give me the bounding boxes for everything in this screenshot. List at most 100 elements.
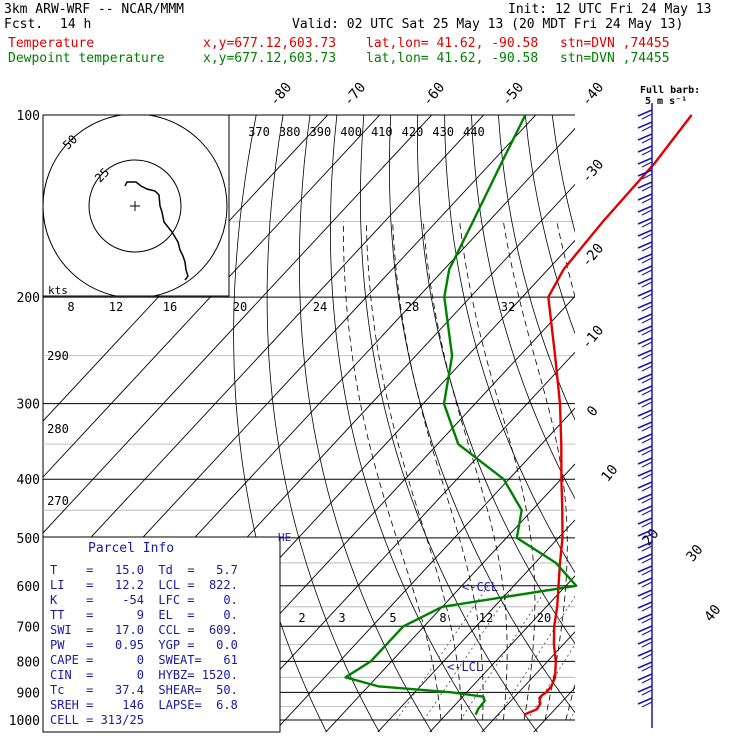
dry-adiabat-270	[298, 115, 433, 732]
isotherm-label--30: -30	[579, 157, 608, 187]
isotherm-label--70: -70	[341, 80, 370, 110]
isotherm--110	[43, 115, 433, 534]
theta-e-label-390: 390	[310, 125, 332, 139]
theta-label-270: 270	[47, 494, 69, 508]
wind-barb	[637, 277, 653, 285]
wind-barb-half	[641, 221, 653, 228]
pressure-label-200: 200	[17, 291, 40, 306]
wind-barb	[637, 445, 653, 453]
moist-adiabat-8	[392, 221, 484, 721]
dewpoint-station: stn=DVN ,74455	[560, 51, 670, 66]
parcel-info-row: CIN = 0 HYBZ= 1520.	[50, 668, 238, 682]
wind-barb	[637, 109, 653, 117]
parcel-info-row: CAPE = 0 SWEAT= 61	[50, 653, 238, 667]
wind-barb	[637, 397, 653, 405]
mixing-ratio-5	[460, 585, 549, 721]
dry-adiabat-410	[687, 115, 740, 733]
moist-adiabat-24	[556, 221, 575, 721]
hodograph-rings	[43, 115, 228, 296]
wind-barb	[637, 217, 653, 225]
isotherm-0	[429, 575, 575, 732]
dry-adiabat-260	[266, 115, 380, 732]
wind-barb	[637, 169, 653, 177]
temperature-profile	[523, 114, 693, 716]
wind-barb-half	[641, 581, 653, 588]
theta-e-label-440: 440	[463, 125, 485, 139]
mixing-ratio-low-label-12: 12	[479, 611, 493, 625]
wind-barb-half	[641, 497, 653, 504]
wind-barb	[637, 625, 653, 633]
isotherm--10	[377, 519, 575, 732]
wind-barb-half	[641, 617, 653, 624]
wind-barb-half	[641, 137, 653, 144]
wind-barb-half	[641, 353, 653, 360]
parcel-info-row: Tc = 37.4 SHEAR= 50.	[50, 683, 238, 697]
isotherm-label--10: -10	[579, 323, 608, 353]
moist-adiabat-4	[365, 221, 463, 720]
mixing-ratio-low-label-3: 3	[338, 611, 345, 625]
wind-units-label: Full barb:	[640, 85, 700, 96]
wind-barb-half	[641, 629, 653, 636]
wind-barb	[637, 637, 653, 645]
wind-barb-half	[641, 161, 653, 168]
mixing-ratio-top-label-28: 28	[405, 300, 419, 314]
temperature-field-label: Temperature	[8, 36, 95, 51]
wind-barb-half	[641, 173, 653, 180]
dry-adiabat-340	[498, 115, 575, 421]
mixing-ratio-top-label-20: 20	[233, 300, 247, 314]
isotherm--40	[221, 351, 575, 732]
pressure-label-300: 300	[17, 398, 40, 413]
parcel-info-row: PW = 0.95 YGP = 0.0	[50, 638, 238, 652]
wind-barb	[637, 145, 653, 153]
wind-barb	[637, 493, 653, 501]
mixing-ratio-top-label-24: 24	[313, 300, 327, 314]
isotherm-label--40: -40	[579, 80, 608, 110]
wind-barb-half	[641, 569, 653, 576]
dry-adiabat-370	[579, 115, 740, 733]
wind-barb	[637, 301, 653, 309]
mixing-ratio-3	[423, 585, 515, 721]
parcel-info-box	[42, 536, 281, 733]
wind-barb	[637, 193, 653, 201]
wind-barb-half	[641, 269, 653, 276]
wind-barb-half	[641, 389, 653, 396]
wind-barb-half	[641, 593, 653, 600]
model-title: 3km ARW-WRF -- NCAR/MMM	[4, 2, 185, 17]
dewpoint-latlon: lat,lon= 41.62, -90.58	[366, 51, 539, 66]
mixing-ratio-top-label-8: 8	[67, 300, 74, 314]
isotherm-10	[481, 631, 575, 732]
theta-e-label-400: 400	[340, 125, 362, 139]
wind-barb-half	[641, 605, 653, 612]
wind-barb	[637, 349, 653, 357]
moist-adiabat-12	[422, 221, 508, 721]
isotherm-label-0: 0	[584, 403, 602, 420]
theta-label-280: 280	[47, 422, 69, 436]
wind-barb-half	[641, 689, 653, 696]
wind-barb	[637, 133, 653, 141]
wind-barb-half	[641, 413, 653, 420]
hodograph-units: kts	[48, 284, 68, 297]
hodograph-ring-50	[43, 115, 228, 296]
valid-time: Valid: 02 UTC Sat 25 May 13 (20 MDT Fri …	[292, 17, 684, 32]
wind-barb-half	[641, 281, 653, 288]
isotherm-label-10: 10	[598, 462, 621, 485]
wind-barb-half	[641, 665, 653, 672]
wind-barb	[637, 469, 653, 477]
wind-barb-half	[641, 485, 653, 492]
wind-barb	[637, 253, 653, 261]
theta-e-label-430: 430	[432, 125, 454, 139]
wind-barb	[637, 697, 653, 705]
wind-barb-half	[641, 401, 653, 408]
wind-barb-half	[641, 461, 653, 468]
wind-barb	[637, 673, 653, 681]
wind-barb-half	[641, 197, 653, 204]
wind-barb-half	[641, 521, 653, 528]
parcel-info-row: TT = 9 EL = 0.	[50, 608, 238, 622]
wind-barb-half	[641, 449, 653, 456]
pressure-label-800: 800	[17, 655, 40, 670]
wind-barb-half	[641, 245, 653, 252]
wind-barb-half	[641, 701, 653, 708]
wind-barb-half	[641, 509, 653, 516]
mixing-ratio-8	[495, 595, 575, 721]
